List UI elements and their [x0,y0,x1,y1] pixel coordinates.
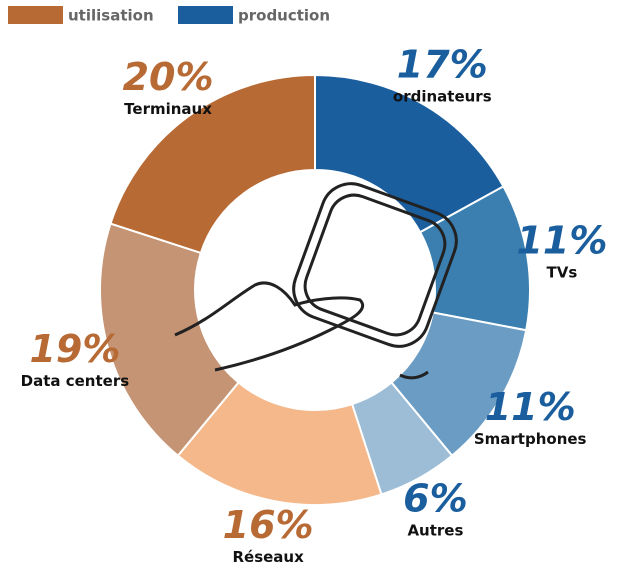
category-label: Data centers [21,372,130,390]
value-label: 16% [223,503,314,547]
category-label: Autres [407,522,463,540]
value-label: 11% [516,218,607,262]
illustration [174,182,458,380]
value-label: 6% [403,477,468,521]
value-label: 11% [485,385,576,429]
category-label: Réseaux [232,548,304,566]
category-label: TVs [547,263,578,281]
category-label: Terminaux [124,100,212,118]
donut-segment [99,222,240,458]
category-label: Smartphones [474,430,587,448]
legend-label: production [238,7,330,25]
donut-segment [109,73,316,255]
value-label: 17% [397,42,488,86]
value-label: 19% [29,327,120,371]
legend-swatch [178,6,233,24]
legend-label: utilisation [68,7,154,25]
value-label: 20% [123,55,214,99]
legend-swatch [8,6,63,24]
category-label: ordinateurs [393,87,492,105]
